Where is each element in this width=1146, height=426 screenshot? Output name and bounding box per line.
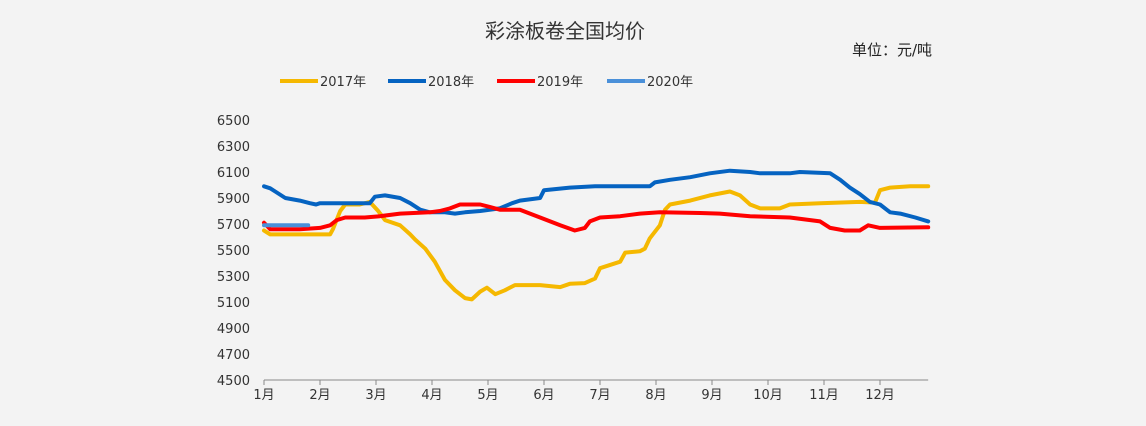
y-tick-label: 5900 — [217, 192, 250, 207]
y-tick-label: 4900 — [217, 322, 250, 337]
x-tick-label: 4月 — [421, 388, 442, 403]
x-tick-label: 9月 — [701, 388, 722, 403]
y-tick-label: 6300 — [217, 140, 250, 155]
x-tick-label: 1月 — [253, 388, 274, 403]
x-tick-label: 2月 — [309, 388, 330, 403]
y-tick-label: 5700 — [217, 218, 250, 233]
y-tick-label: 6100 — [217, 166, 250, 181]
series-line-2019年 — [262, 202, 931, 233]
y-axis: 4500 4700 4900 5100 5300 5500 5700 5900 6100 6300… — [217, 114, 250, 389]
y-tick-label: 6500 — [217, 114, 250, 129]
y-tick-label: 4700 — [217, 348, 250, 363]
x-tick-label: 12月 — [865, 388, 895, 403]
x-tick-label: 7月 — [589, 388, 610, 403]
x-tick-label: 3月 — [365, 388, 386, 403]
chart-title: 彩涂板卷全国均价 — [485, 19, 645, 43]
series-line-2018年 — [262, 168, 931, 224]
legend-label: 2020年 — [647, 75, 693, 90]
x-tick-label: 11月 — [809, 388, 839, 403]
legend-label: 2018年 — [428, 75, 474, 90]
series-lines — [262, 168, 931, 302]
y-tick-label: 4500 — [217, 374, 250, 389]
unit-label: 单位：元/吨 — [852, 41, 932, 59]
x-tick-label: 6月 — [533, 388, 554, 403]
y-tick-label: 5300 — [217, 270, 250, 285]
legend-label: 2017年 — [320, 75, 366, 90]
x-tick-label: 10月 — [753, 388, 783, 403]
y-tick-label: 5500 — [217, 244, 250, 259]
legend: 2017年 2018年 2019年 2020年 — [280, 75, 693, 90]
y-tick-label: 5100 — [217, 296, 250, 311]
legend-label: 2019年 — [537, 75, 583, 90]
x-tick-label: 8月 — [645, 388, 666, 403]
x-tick-label: 5月 — [477, 388, 498, 403]
x-axis: 1月 2月 3月 4月 5月 6月 7月 8月 9月 10月 11月 12月 — [253, 379, 929, 403]
